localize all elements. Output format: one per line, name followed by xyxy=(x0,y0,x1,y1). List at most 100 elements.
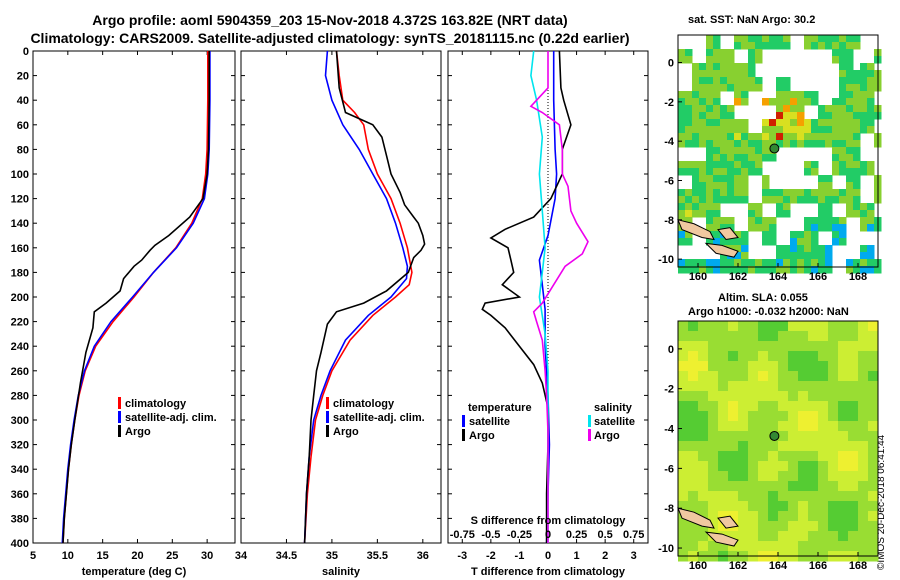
sst-cell xyxy=(832,42,840,50)
sst-cell xyxy=(713,210,721,218)
sst-cell xyxy=(741,266,749,274)
sst-cell xyxy=(706,182,714,190)
sla-cell xyxy=(868,361,879,372)
series-line-s-satellite xyxy=(530,50,549,543)
sla-cell xyxy=(798,421,809,432)
sst-cell xyxy=(706,147,714,155)
sla-cell xyxy=(778,441,789,452)
sst-cell xyxy=(692,119,700,127)
sla-cell xyxy=(738,431,749,442)
sla-cell xyxy=(708,391,719,402)
sla-cell xyxy=(858,481,869,492)
sst-cell xyxy=(860,126,868,134)
sla-cell xyxy=(738,471,749,482)
sst-cell xyxy=(720,126,728,134)
sst-cell xyxy=(762,126,770,134)
sst-cell xyxy=(769,119,777,127)
sst-cell xyxy=(685,203,693,211)
y-tick-label: 160 xyxy=(11,243,29,255)
sla-cell xyxy=(858,361,869,372)
sst-cell xyxy=(853,259,861,267)
sst-cell xyxy=(783,119,791,127)
secondary-tick-label: -0.5 xyxy=(481,529,500,541)
sst-cell xyxy=(699,98,707,106)
sst-cell xyxy=(734,140,742,148)
sla-cell xyxy=(728,431,739,442)
sla-cell xyxy=(858,411,869,422)
sla-cell xyxy=(768,411,779,422)
sst-cell xyxy=(699,189,707,197)
sst-cell xyxy=(713,175,721,183)
sst-cell xyxy=(713,182,721,190)
sst-cell xyxy=(783,84,791,92)
sst-cell xyxy=(706,238,714,246)
sla-cell xyxy=(708,451,719,462)
sst-cell xyxy=(790,126,798,134)
sst-cell xyxy=(797,259,805,267)
sla-cell xyxy=(828,331,839,342)
sla-cell xyxy=(678,401,689,412)
sst-cell xyxy=(790,231,798,239)
sst-cell xyxy=(727,147,735,155)
sst-cell xyxy=(713,161,721,169)
sla-cell xyxy=(718,451,729,462)
sst-cell xyxy=(769,154,777,162)
sla-cell xyxy=(718,541,729,552)
sst-cell xyxy=(713,119,721,127)
legend-label: climatology xyxy=(125,398,187,410)
sla-cell xyxy=(718,501,729,512)
sst-cell xyxy=(727,133,735,141)
x-tick-label: 166 xyxy=(809,271,827,283)
sst-cell xyxy=(734,189,742,197)
sla-cell xyxy=(758,491,769,502)
sst-cell xyxy=(776,140,784,148)
sst-cell xyxy=(811,231,819,239)
sst-cell xyxy=(713,147,721,155)
sst-cell xyxy=(783,105,791,113)
sst-cell xyxy=(734,91,742,99)
sla-cell xyxy=(818,341,829,352)
x-tick-label: 160 xyxy=(689,271,707,283)
sla-cell xyxy=(778,521,789,532)
sst-cell xyxy=(734,126,742,134)
sla-cell xyxy=(788,411,799,422)
sst-cell xyxy=(692,175,700,183)
sst-cell xyxy=(692,266,700,274)
sst-cell xyxy=(706,259,714,267)
sla-cell xyxy=(808,421,819,432)
sst-cell xyxy=(825,119,833,127)
sla-cell xyxy=(728,351,739,362)
sst-cell xyxy=(790,140,798,148)
sla-cell xyxy=(718,361,729,372)
sla-cell xyxy=(728,321,739,332)
sla-map-title-line1: Altim. SLA: 0.055 xyxy=(718,292,808,304)
sst-cell xyxy=(790,238,798,246)
sst-cell xyxy=(853,91,861,99)
sla-cell xyxy=(868,521,879,532)
sst-cell xyxy=(706,98,714,106)
sla-cell xyxy=(748,411,759,422)
sla-cell xyxy=(808,471,819,482)
sla-cell xyxy=(848,501,859,512)
sst-cell xyxy=(692,77,700,85)
sla-cell xyxy=(728,391,739,402)
sla-cell xyxy=(778,531,789,542)
sla-cell xyxy=(848,521,859,532)
sla-cell xyxy=(688,341,699,352)
sla-cell xyxy=(758,521,769,532)
sst-cell xyxy=(839,84,847,92)
sla-cell xyxy=(718,441,729,452)
sla-cell xyxy=(868,471,879,482)
sla-cell xyxy=(868,411,879,422)
sla-cell xyxy=(708,491,719,502)
sst-cell xyxy=(734,259,742,267)
sla-cell xyxy=(868,501,879,512)
sla-cell xyxy=(858,381,869,392)
sst-cell xyxy=(727,238,735,246)
sla-cell xyxy=(808,401,819,412)
sst-cell xyxy=(678,133,686,141)
sla-cell xyxy=(818,511,829,522)
sst-cell xyxy=(811,126,819,134)
sla-cell xyxy=(828,451,839,462)
sst-cell xyxy=(734,63,742,71)
